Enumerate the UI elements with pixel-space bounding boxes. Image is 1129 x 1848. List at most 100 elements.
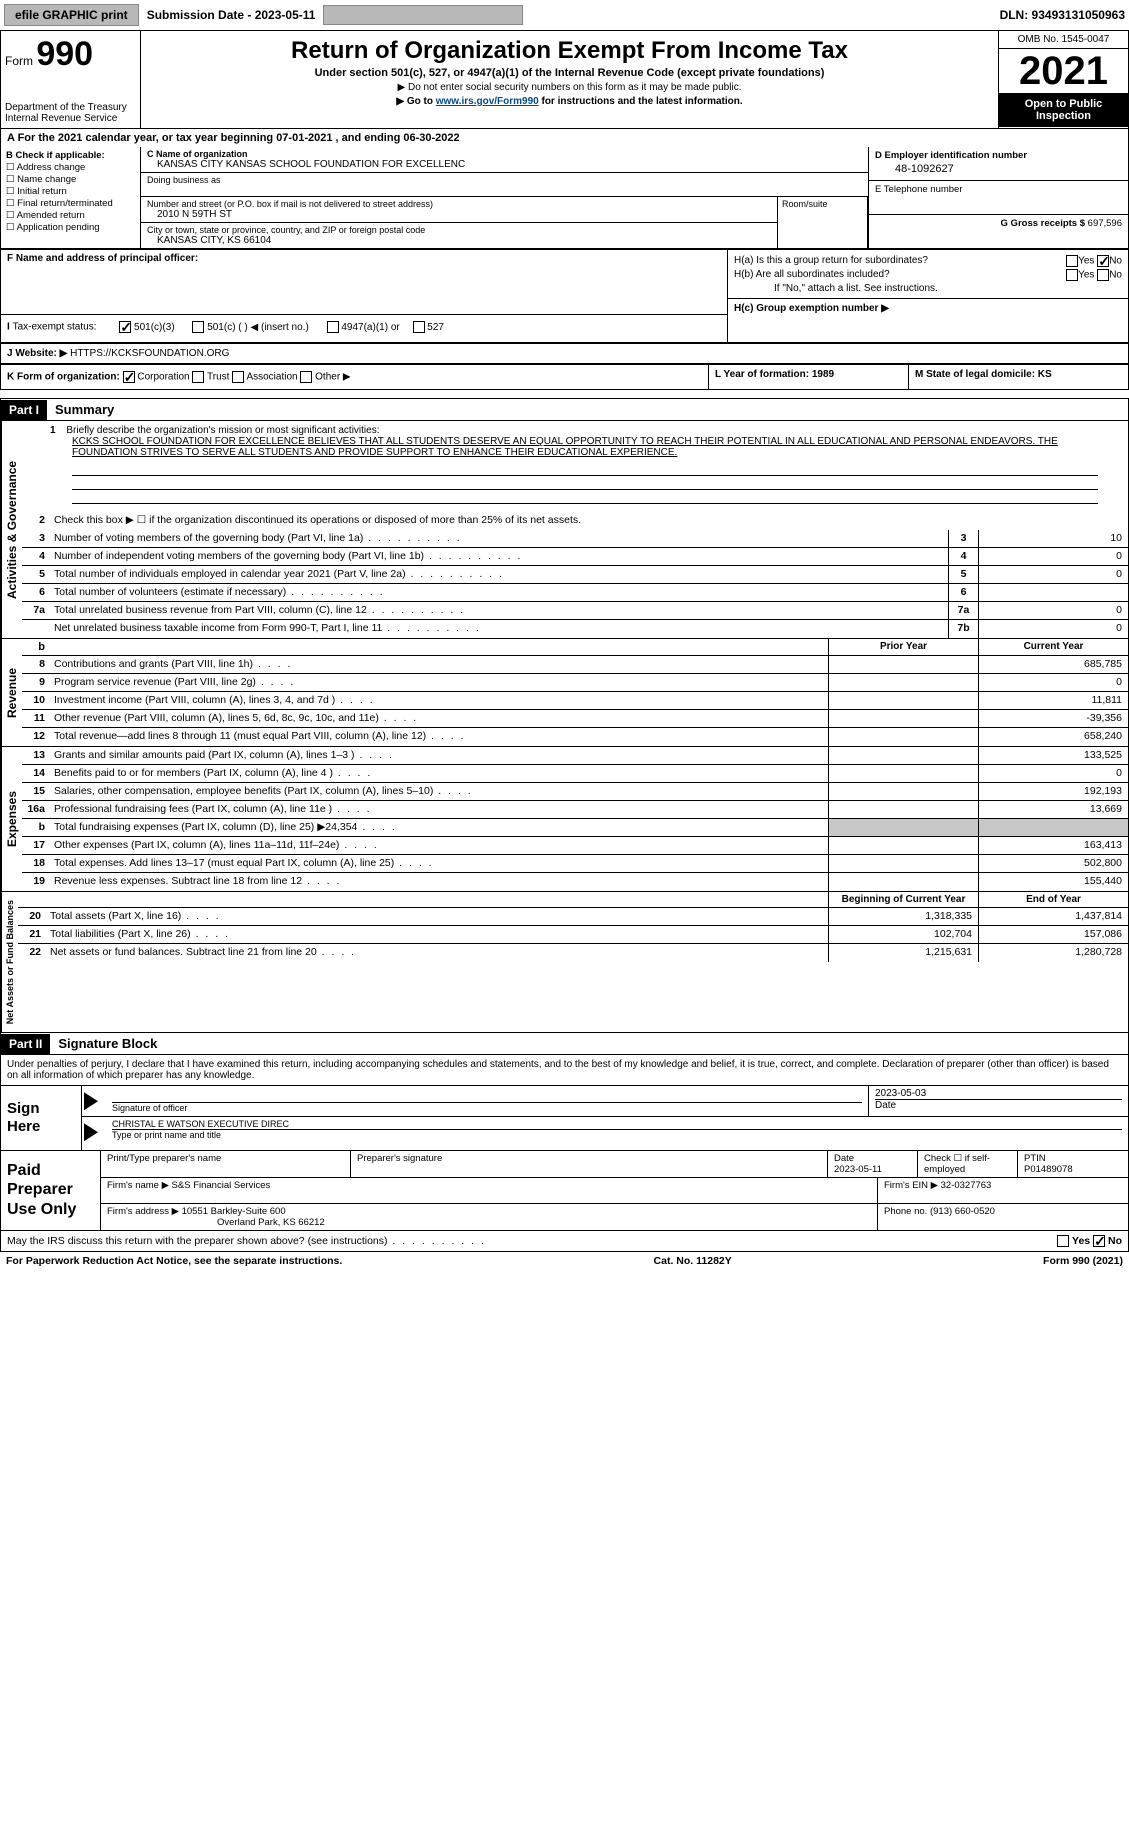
lbl-other: Other ▶ — [315, 372, 350, 383]
prep-date: 2023-05-11 — [834, 1164, 911, 1175]
line-number: 17 — [22, 837, 50, 854]
chk-discuss-no[interactable] — [1093, 1235, 1105, 1247]
chk-trust[interactable] — [192, 371, 204, 383]
lbl-trust: Trust — [207, 372, 229, 383]
phone-label: Phone no. — [884, 1206, 927, 1217]
chk-other[interactable] — [300, 371, 312, 383]
chk-initial-return[interactable]: ☐ Initial return — [6, 186, 135, 197]
chk-ha-yes[interactable] — [1066, 255, 1078, 267]
dln-label: DLN: 93493131050963 — [1000, 8, 1125, 22]
ptin-label: PTIN — [1024, 1153, 1122, 1164]
prior-year-value — [828, 674, 978, 691]
ptin-value: P01489078 — [1024, 1164, 1122, 1175]
line-number: 19 — [22, 873, 50, 891]
chk-name-change[interactable]: ☐ Name change — [6, 174, 135, 185]
chk-amended[interactable]: ☐ Amended return — [6, 210, 135, 221]
firm-addr2: Overland Park, KS 66212 — [107, 1217, 871, 1228]
line-item: 18Total expenses. Add lines 13–17 (must … — [22, 855, 1128, 873]
line-item: 16aProfessional fundraising fees (Part I… — [22, 801, 1128, 819]
line-text: Revenue less expenses. Subtract line 18 … — [50, 873, 828, 891]
prior-year-value — [828, 801, 978, 818]
blank-line — [72, 462, 1098, 476]
arrow-icon — [84, 1123, 104, 1141]
chk-501c3[interactable] — [119, 321, 131, 333]
omb-number: OMB No. 1545-0047 — [999, 31, 1128, 49]
box-b: B Check if applicable: ☐ Address change … — [1, 147, 141, 248]
paperwork-notice: For Paperwork Reduction Act Notice, see … — [6, 1255, 342, 1267]
prior-year-value — [828, 747, 978, 764]
line-number: 11 — [22, 710, 50, 727]
line-item: 22Net assets or fund balances. Subtract … — [18, 944, 1128, 962]
chk-corp[interactable] — [123, 371, 135, 383]
current-year-value: 1,280,728 — [978, 944, 1128, 962]
form-subtitle: Under section 501(c), 527, or 4947(a)(1)… — [149, 67, 990, 79]
line-item: 11Other revenue (Part VIII, column (A), … — [22, 710, 1128, 728]
current-year-value: 658,240 — [978, 728, 1128, 746]
mission-text: KCKS SCHOOL FOUNDATION FOR EXCELLENCE BE… — [72, 436, 1058, 458]
line-number: 20 — [18, 908, 46, 925]
chk-ha-no[interactable] — [1097, 255, 1109, 267]
perjury-declaration: Under penalties of perjury, I declare th… — [1, 1055, 1128, 1086]
irs-link[interactable]: www.irs.gov/Form990 — [436, 96, 539, 107]
chk-4947[interactable] — [327, 321, 339, 333]
line-number: 2 — [22, 512, 50, 530]
begin-year-header: Beginning of Current Year — [828, 892, 978, 907]
line-number: 14 — [22, 765, 50, 782]
line-number: 21 — [18, 926, 46, 943]
line-text: Grants and similar amounts paid (Part IX… — [50, 747, 828, 764]
officer-name: CHRISTAL E WATSON EXECUTIVE DIREC — [112, 1119, 1122, 1129]
chk-app-pending[interactable]: ☐ Application pending — [6, 222, 135, 233]
chk-501c[interactable] — [192, 321, 204, 333]
line-item: 17Other expenses (Part IX, column (A), l… — [22, 837, 1128, 855]
chk-hb-yes[interactable] — [1066, 269, 1078, 281]
sign-here-label: Sign Here — [1, 1086, 81, 1150]
submission-date-label: Submission Date - 2023-05-11 — [147, 8, 316, 22]
line-item: 13Grants and similar amounts paid (Part … — [22, 747, 1128, 765]
line-value: 0 — [978, 548, 1128, 565]
vlabel-expenses: Expenses — [1, 747, 22, 891]
line-item: 12Total revenue—add lines 8 through 11 (… — [22, 728, 1128, 746]
efile-button[interactable]: efile GRAPHIC print — [4, 4, 139, 26]
form-number: 990 — [36, 35, 93, 73]
current-year-value: 0 — [978, 674, 1128, 691]
ha-label: H(a) Is this a group return for subordin… — [734, 255, 928, 267]
prior-year-value — [828, 855, 978, 872]
prior-year-value — [828, 692, 978, 709]
line-text: Investment income (Part VIII, column (A)… — [50, 692, 828, 709]
chk-assoc[interactable] — [232, 371, 244, 383]
line-item: 10Investment income (Part VIII, column (… — [22, 692, 1128, 710]
k-label: K Form of organization: — [7, 372, 120, 383]
self-employed-check[interactable]: Check ☐ if self-employed — [918, 1151, 1018, 1177]
form-id-box: Form 990 Department of the Treasury Inte… — [1, 31, 141, 128]
line-value: 0 — [978, 602, 1128, 619]
chk-final-return[interactable]: ☐ Final return/terminated — [6, 198, 135, 209]
line-text: Number of voting members of the governin… — [50, 530, 948, 547]
line-item: 21Total liabilities (Part X, line 26)102… — [18, 926, 1128, 944]
b-marker: b — [38, 641, 45, 653]
website-url: HTTPS://KCKSFOUNDATION.ORG — [70, 348, 229, 359]
chk-hb-no[interactable] — [1097, 269, 1109, 281]
line-number: 9 — [22, 674, 50, 691]
org-name: KANSAS CITY KANSAS SCHOOL FOUNDATION FOR… — [147, 159, 862, 170]
line-item: 4Number of independent voting members of… — [22, 548, 1128, 566]
line-text: Professional fundraising fees (Part IX, … — [50, 801, 828, 818]
vlabel-revenue: Revenue — [1, 639, 22, 746]
goto-hint: ▶ Go to www.irs.gov/Form990 for instruct… — [149, 96, 990, 107]
vlabel-net-assets: Net Assets or Fund Balances — [1, 892, 18, 1032]
part1-title: Summary — [47, 399, 122, 420]
line-value: 0 — [978, 566, 1128, 583]
chk-527[interactable] — [413, 321, 425, 333]
line-item: 6Total number of volunteers (estimate if… — [22, 584, 1128, 602]
lbl-527: 527 — [427, 322, 444, 333]
ein-label: D Employer identification number — [875, 150, 1027, 161]
blank-line — [72, 490, 1098, 504]
chk-address-change[interactable]: ☐ Address change — [6, 162, 135, 173]
hc-label: H(c) Group exemption number ▶ — [728, 298, 1128, 318]
dba-label: Doing business as — [147, 175, 862, 185]
line-number: 5 — [22, 566, 50, 583]
hb-note: If "No," attach a list. See instructions… — [734, 283, 1122, 294]
line-text: Net unrelated business taxable income fr… — [50, 620, 948, 638]
current-year-value: 192,193 — [978, 783, 1128, 800]
chk-discuss-yes[interactable] — [1057, 1235, 1069, 1247]
prior-year-value — [828, 656, 978, 673]
